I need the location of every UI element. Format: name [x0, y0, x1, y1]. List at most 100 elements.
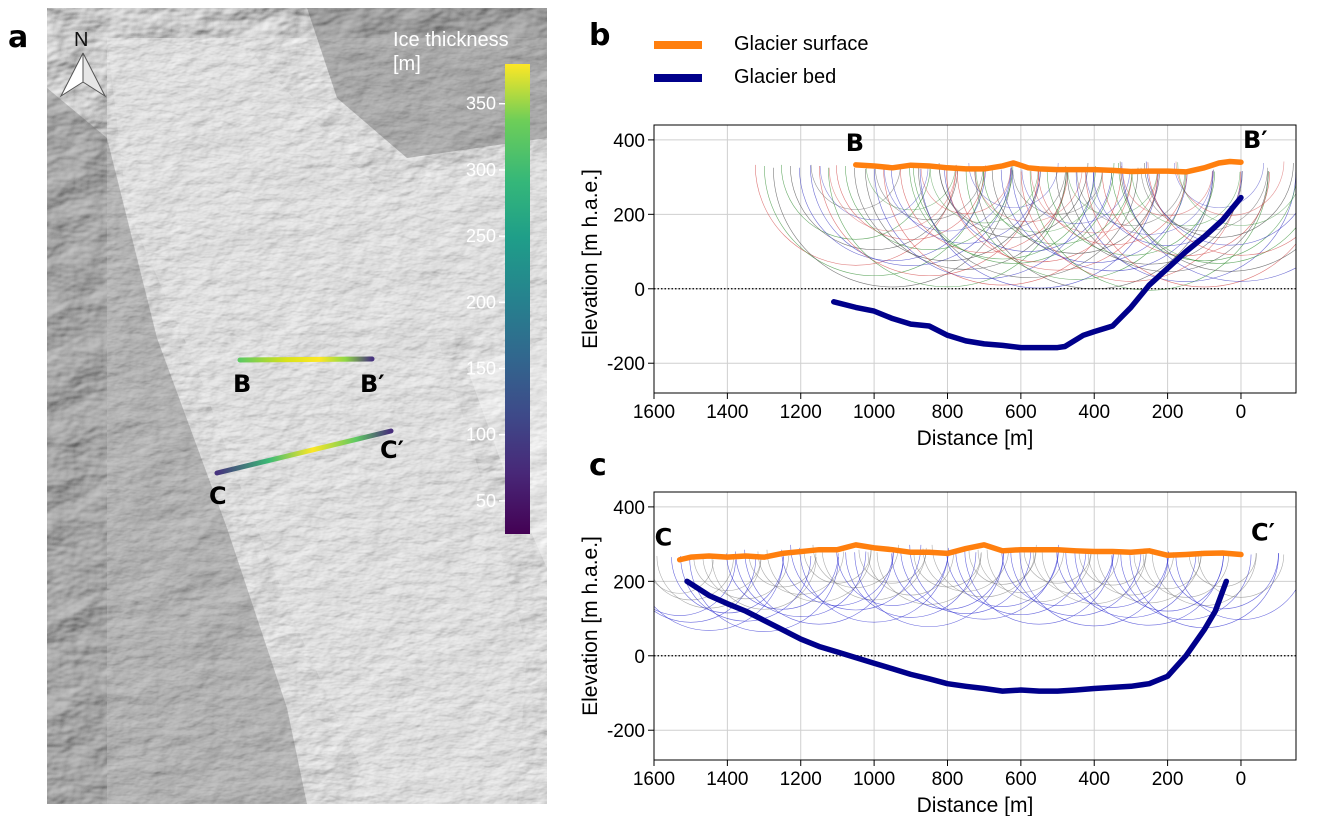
migration-arc	[828, 167, 1067, 288]
migration-arc	[854, 552, 1004, 627]
x-tick-label: 1600	[633, 769, 675, 790]
colorbar-tick-label: 100	[466, 425, 496, 445]
migration-arc	[799, 167, 986, 261]
profile-b-end-label: B′	[360, 370, 385, 398]
migration-arc	[1177, 162, 1296, 226]
migration-arc	[757, 551, 844, 595]
y-tick-label: 400	[613, 131, 645, 152]
migration-arc	[891, 553, 1004, 610]
migration-arc	[1175, 554, 1296, 620]
x-tick-label: 200	[1152, 402, 1184, 423]
x-tick-label: 1000	[853, 769, 895, 790]
legend-label-surface: Glacier surface	[734, 33, 869, 55]
migration-arc	[654, 559, 736, 616]
migration-arc	[702, 556, 789, 599]
migration-arc	[913, 553, 982, 588]
migration-arc	[955, 549, 1087, 616]
panel-label-c: c	[589, 448, 607, 483]
colorbar	[505, 64, 530, 534]
x-tick-label: 1600	[633, 402, 675, 423]
migration-arc	[803, 549, 872, 584]
hillshade-map: 50 100 150 200 250 300 350	[47, 8, 547, 804]
profile-end-label: B′	[1243, 126, 1268, 154]
panel-label-a: a	[8, 20, 29, 55]
panel-label-b: b	[589, 18, 611, 53]
migration-arc	[867, 552, 954, 596]
migration-arc	[1030, 169, 1158, 234]
migration-arc	[654, 559, 714, 594]
migration-arc	[845, 552, 977, 618]
x-tick-label: 1400	[706, 402, 748, 423]
migration-arc	[1001, 549, 1114, 606]
y-tick-label: 200	[613, 205, 645, 226]
migration-arc	[1131, 171, 1241, 227]
profile-c-end-label: C′	[380, 436, 404, 464]
migration-arc	[1175, 161, 1285, 216]
y-axis-label: Elevation [m h.a.e.]	[579, 536, 602, 716]
migration-arc	[1078, 551, 1147, 586]
migration-arc	[693, 557, 762, 591]
profile-b-start-label: B	[233, 370, 252, 398]
y-tick-label: 0	[634, 647, 645, 668]
migration-arc	[711, 557, 817, 610]
legend-swatch-surface	[654, 41, 702, 49]
migration-arc	[1133, 555, 1202, 590]
glacier-map: 50 100 150 200 250 300 350 N Ice thickness [m]…	[47, 8, 547, 804]
x-tick-label: 400	[1078, 769, 1110, 790]
migration-arc	[946, 550, 1059, 607]
migration-arc	[735, 551, 867, 617]
migration-arc	[810, 164, 901, 210]
y-tick-label: 200	[613, 572, 645, 593]
series-surface-line	[676, 542, 1244, 563]
migration-arc	[790, 165, 959, 250]
migration-arc	[744, 549, 894, 625]
profile-start-label: B	[846, 129, 864, 157]
x-tick-label: 0	[1236, 402, 1247, 423]
plot-frame	[653, 491, 1297, 761]
migration-arc	[656, 556, 762, 609]
migration-arc	[766, 549, 872, 603]
migration-arc	[836, 549, 949, 606]
y-tick-label: 400	[613, 498, 645, 519]
migration-arc	[1084, 167, 1296, 288]
migration-arc	[876, 552, 982, 605]
migration-arc	[909, 165, 1096, 260]
x-tick-label: 1000	[853, 402, 895, 423]
migration-arc	[799, 547, 949, 623]
series-bed-line	[831, 194, 1244, 351]
series-bed-line	[684, 578, 1230, 694]
migration-arc	[821, 547, 927, 601]
x-tick-label: 200	[1152, 769, 1184, 790]
migration-arc	[1019, 551, 1169, 627]
colorbar-tick-label: 200	[466, 292, 496, 312]
migration-arc	[790, 544, 922, 610]
x-tick-label: 400	[1078, 402, 1110, 423]
y-axis-label: Elevation [m h.a.e.]	[579, 169, 602, 349]
migration-arc	[883, 165, 1122, 286]
colorbar-title: Ice thickness [m]	[393, 28, 509, 76]
x-tick-label: 1200	[780, 769, 822, 790]
migration-arc	[726, 553, 839, 610]
colorbar-tick-label: 350	[466, 94, 496, 114]
x-tick-label: 800	[932, 769, 964, 790]
profile-end-label: C′	[1251, 519, 1275, 547]
migration-arc	[1101, 171, 1270, 256]
migration-arc	[982, 169, 1133, 245]
migration-arc	[1173, 162, 1264, 208]
migration-arc	[654, 556, 784, 631]
migration-arc	[1118, 162, 1296, 264]
migration-arc	[900, 168, 1069, 253]
migration-arc	[1037, 170, 1188, 246]
colorbar-tick-label: 300	[466, 160, 496, 180]
y-tick-label: 0	[634, 280, 645, 301]
migration-arc	[819, 165, 929, 221]
migration-arc	[968, 162, 1059, 208]
migration-arc	[781, 549, 894, 606]
x-axis-label: Distance [m]	[917, 794, 1034, 816]
migration-arc	[1145, 161, 1296, 246]
migration-arc	[1151, 553, 1257, 606]
colorbar-title-line2: [m]	[393, 53, 421, 75]
colorbar-tick-label: 150	[466, 359, 496, 379]
profile-c-start-label: C	[209, 482, 227, 510]
